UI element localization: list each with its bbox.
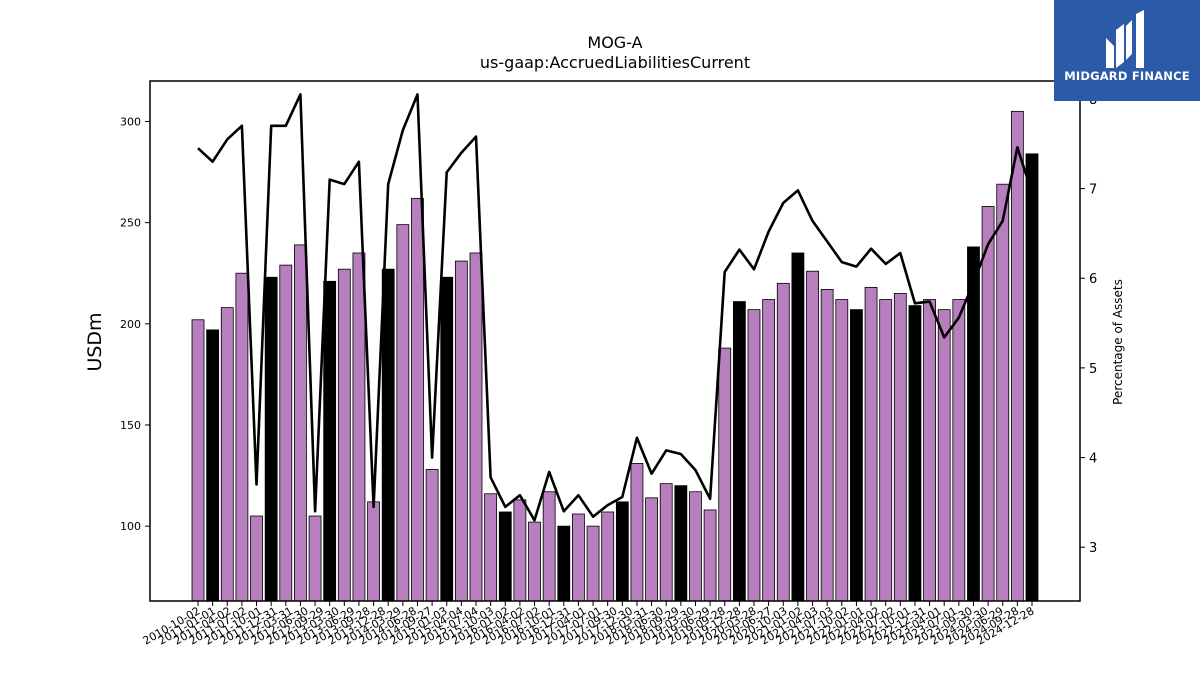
- bar: [806, 270, 819, 602]
- bar: [718, 347, 732, 602]
- bar: [952, 299, 966, 602]
- y-tick-label: 250: [120, 217, 141, 230]
- bar: [586, 525, 600, 602]
- bar: [732, 301, 746, 602]
- y-tick-label: 150: [120, 419, 141, 432]
- bar: [191, 319, 205, 602]
- bar: [425, 469, 439, 602]
- bar: [791, 252, 805, 602]
- bar: [981, 206, 995, 602]
- bar: [396, 224, 410, 602]
- axes: 1001502002503003456782010-10-022011-01-0…: [120, 80, 1097, 648]
- bar: [498, 511, 512, 602]
- line-group: [197, 93, 1034, 522]
- bar: [279, 264, 293, 602]
- percentage-line: [197, 93, 1034, 522]
- bar: [352, 252, 366, 602]
- y2-tick-label: 7: [1089, 183, 1097, 198]
- bar: [1010, 110, 1024, 602]
- bar-group: [191, 110, 1039, 602]
- bar: [645, 497, 658, 602]
- bar: [323, 280, 337, 602]
- y-tick-label: 200: [120, 318, 141, 331]
- brand-name: MIDGARD FINANCE: [1064, 69, 1190, 83]
- bar: [1025, 153, 1039, 602]
- bar: [294, 244, 307, 602]
- bar: [864, 286, 878, 602]
- bar: [850, 309, 863, 602]
- bar: [937, 309, 951, 602]
- bar: [264, 276, 278, 602]
- bar: [337, 268, 351, 602]
- y2-axis-label: Percentage of Assets: [1111, 279, 1125, 405]
- bar: [513, 499, 527, 602]
- chart-title: MOG-A: [587, 33, 642, 52]
- y-tick-label: 100: [120, 520, 141, 533]
- bar: [747, 309, 761, 602]
- y2-tick-label: 4: [1089, 452, 1097, 467]
- bar: [572, 513, 585, 602]
- bar: [308, 515, 322, 602]
- bar: [454, 260, 468, 602]
- bar: [250, 515, 263, 602]
- bar: [967, 246, 980, 602]
- y-tick-label: 300: [120, 115, 141, 128]
- bar: [835, 299, 849, 602]
- bar: [923, 299, 936, 602]
- bar: [484, 493, 498, 602]
- bar: [367, 501, 380, 602]
- bar: [630, 463, 644, 602]
- bar: [659, 483, 673, 602]
- bar: [557, 525, 571, 602]
- bar: [528, 521, 541, 602]
- bar: [776, 282, 790, 602]
- bar: [206, 329, 220, 602]
- bar: [469, 252, 483, 602]
- bar: [908, 305, 922, 602]
- bar: [542, 491, 556, 602]
- bar: [381, 268, 395, 602]
- bar: [689, 491, 702, 602]
- bar: [220, 307, 234, 602]
- brand-mark-icon: [1106, 10, 1144, 68]
- bar: [235, 272, 249, 602]
- bar: [820, 289, 834, 602]
- y2-tick-label: 3: [1089, 541, 1097, 556]
- bar: [440, 276, 454, 602]
- y2-tick-label: 6: [1089, 272, 1097, 287]
- y-axis-label: USDm: [84, 312, 106, 371]
- bar: [762, 299, 776, 602]
- bar: [703, 509, 717, 602]
- bar: [601, 511, 615, 602]
- y2-tick-label: 5: [1089, 362, 1097, 377]
- bar: [879, 299, 893, 602]
- bar: [996, 183, 1010, 602]
- plot-frame: [149, 80, 1081, 602]
- bar: [411, 197, 424, 602]
- bar: [674, 485, 688, 602]
- bar: [615, 501, 629, 602]
- bar: [893, 293, 907, 602]
- chart-subtitle: us-gaap:AccruedLiabilitiesCurrent: [480, 53, 750, 72]
